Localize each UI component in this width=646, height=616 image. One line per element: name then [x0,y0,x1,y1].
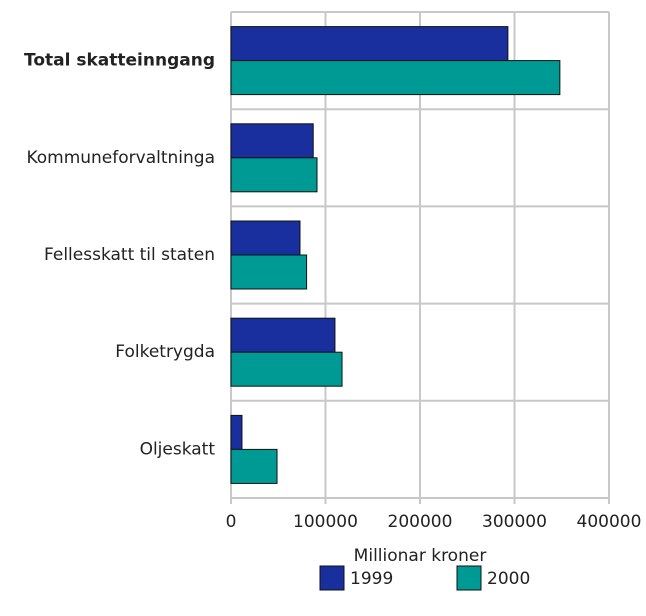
x-tick-label: 300000 [482,512,547,532]
bar [230,317,336,353]
bar [230,157,318,193]
bar [230,414,243,450]
x-axis-label: Millionar kroner [354,546,487,566]
bar [230,254,308,290]
bar [230,60,561,96]
bar [230,220,301,256]
y-tick-label: Fellesskatt til staten [44,245,215,265]
bar [230,26,509,62]
bar [230,351,343,387]
legend-label: 2000 [487,569,530,589]
y-tick-label: Folketrygda [115,342,215,362]
x-tick-label: 0 [226,512,237,532]
x-tick-label: 200000 [388,512,453,532]
legend-swatch [456,565,482,591]
x-tick-label: 400000 [577,512,642,532]
y-tick-label: Oljeskatt [140,439,216,459]
y-tick-label: Kommuneforvaltninga [26,148,215,168]
y-tick-label: Total skatteinngang [24,51,215,71]
bar [230,448,278,484]
legend-swatch [319,565,345,591]
bar [230,123,314,159]
x-tick-label: 100000 [293,512,358,532]
legend-label: 1999 [350,569,393,589]
